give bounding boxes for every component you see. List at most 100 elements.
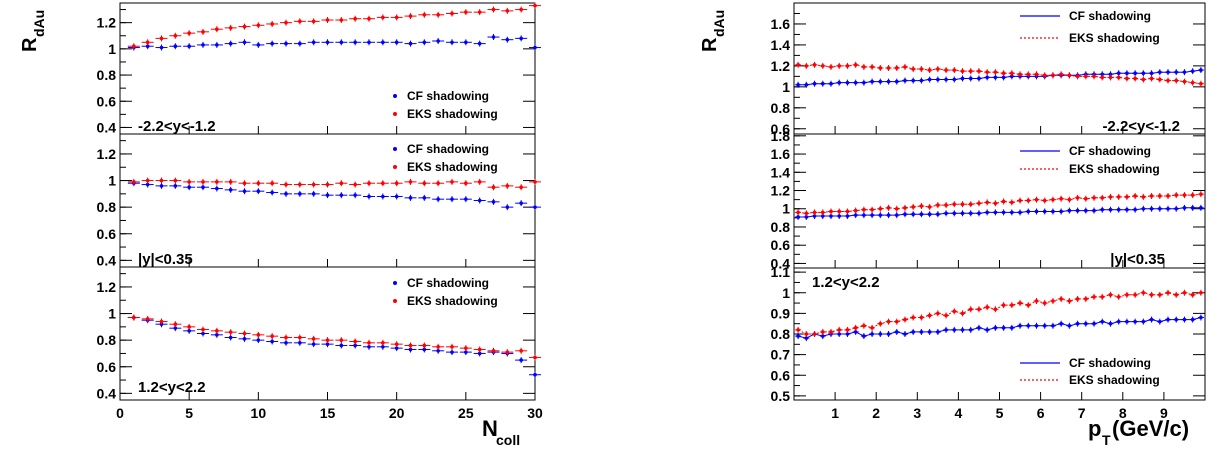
data-point <box>422 196 427 200</box>
data-point <box>408 180 413 184</box>
data-point <box>1001 303 1006 307</box>
data-point <box>845 80 850 85</box>
data-point <box>1042 301 1047 305</box>
data-point <box>853 330 858 334</box>
legend-marker <box>393 112 397 116</box>
data-point <box>408 14 413 18</box>
y-tick-label: 0.8 <box>771 219 791 235</box>
data-point <box>215 180 219 184</box>
data-point <box>242 40 247 45</box>
data-point <box>145 40 150 45</box>
y-tick-label: 0.9 <box>771 305 791 321</box>
data-point <box>339 40 344 45</box>
data-point <box>919 315 924 320</box>
data-point <box>993 307 998 312</box>
data-point <box>436 348 440 353</box>
data-point <box>1026 209 1031 214</box>
data-point <box>311 40 316 45</box>
panel-3: 0.5 0.6 0.7 0.8 0.9 1 1.1 CF shadowing EKS shado… <box>771 264 1206 404</box>
data-point <box>477 180 482 184</box>
data-point <box>1141 319 1146 324</box>
series-cf <box>795 204 1204 220</box>
data-point <box>1018 301 1022 305</box>
data-point <box>311 342 316 346</box>
legend: CF shadowing EKS shadowing <box>1020 9 1160 45</box>
data-point <box>812 210 817 215</box>
data-point <box>894 79 899 84</box>
data-point <box>829 209 833 214</box>
data-point <box>519 348 523 353</box>
series-eks <box>127 177 541 191</box>
data-point <box>820 210 825 215</box>
data-point <box>911 78 915 83</box>
data-point <box>1149 293 1154 297</box>
series-cf <box>127 180 541 211</box>
data-point <box>968 76 973 81</box>
panel-1: 0.6 0.8 1 1.2 1.4 1.6 CF shadowing EKS shadowin… <box>771 2 1206 137</box>
data-point <box>804 336 809 340</box>
y-tick-label: 1.8 <box>771 128 791 144</box>
rapidity-label: 1.2<y<2.2 <box>812 274 880 291</box>
data-point <box>1166 194 1170 198</box>
data-point <box>132 315 136 320</box>
data-point <box>1166 290 1170 295</box>
data-point <box>952 211 957 216</box>
data-point <box>903 317 907 322</box>
y-axis-title-sub: dAu <box>711 10 727 37</box>
data-point <box>919 204 924 208</box>
data-point <box>1026 323 1031 328</box>
data-point <box>1157 293 1162 297</box>
data-point <box>820 334 825 338</box>
data-point <box>284 41 288 46</box>
data-point <box>1141 195 1146 199</box>
data-point <box>1199 290 1203 295</box>
data-point <box>1174 206 1179 211</box>
data-point <box>298 182 302 187</box>
data-point <box>228 41 233 46</box>
data-point <box>870 65 874 69</box>
data-point <box>1149 71 1154 76</box>
y-tick-label: 1.2 <box>771 58 791 74</box>
data-point <box>911 330 915 334</box>
data-point <box>919 212 924 217</box>
data-point <box>1190 69 1195 73</box>
y-tick-label: 1 <box>782 79 790 95</box>
data-point <box>339 18 344 22</box>
data-point <box>1116 195 1121 199</box>
y-tick-label: 1 <box>108 173 116 189</box>
data-point <box>936 212 940 217</box>
data-point <box>886 66 891 70</box>
data-point <box>804 82 809 87</box>
data-point <box>201 185 205 189</box>
data-point <box>1182 193 1187 197</box>
data-point <box>1133 319 1137 324</box>
data-point <box>878 213 883 217</box>
data-point <box>215 186 219 191</box>
y-tick-label: 1.4 <box>771 164 791 180</box>
data-point <box>1034 72 1039 77</box>
data-point <box>394 181 399 186</box>
data-point <box>878 66 883 70</box>
y-tick-label: 0.6 <box>771 121 791 137</box>
legend-label: CF shadowing <box>407 276 489 290</box>
data-point <box>1067 197 1072 202</box>
y-tick-label: 1.2 <box>771 183 791 199</box>
data-point <box>436 345 440 349</box>
data-point <box>952 77 957 82</box>
data-point <box>977 201 981 206</box>
data-point <box>325 18 330 22</box>
data-point <box>215 333 219 337</box>
data-point <box>187 185 191 189</box>
data-point <box>242 181 247 186</box>
y-tick-label: 0.6 <box>771 367 791 383</box>
data-point <box>145 178 150 183</box>
data-point <box>325 342 330 346</box>
data-point <box>936 203 940 207</box>
data-point <box>1116 75 1121 80</box>
data-point <box>837 332 842 336</box>
data-point <box>1084 297 1088 301</box>
data-point <box>1051 323 1055 328</box>
y-tick-label: 1.2 <box>97 279 117 295</box>
data-point <box>886 319 891 324</box>
